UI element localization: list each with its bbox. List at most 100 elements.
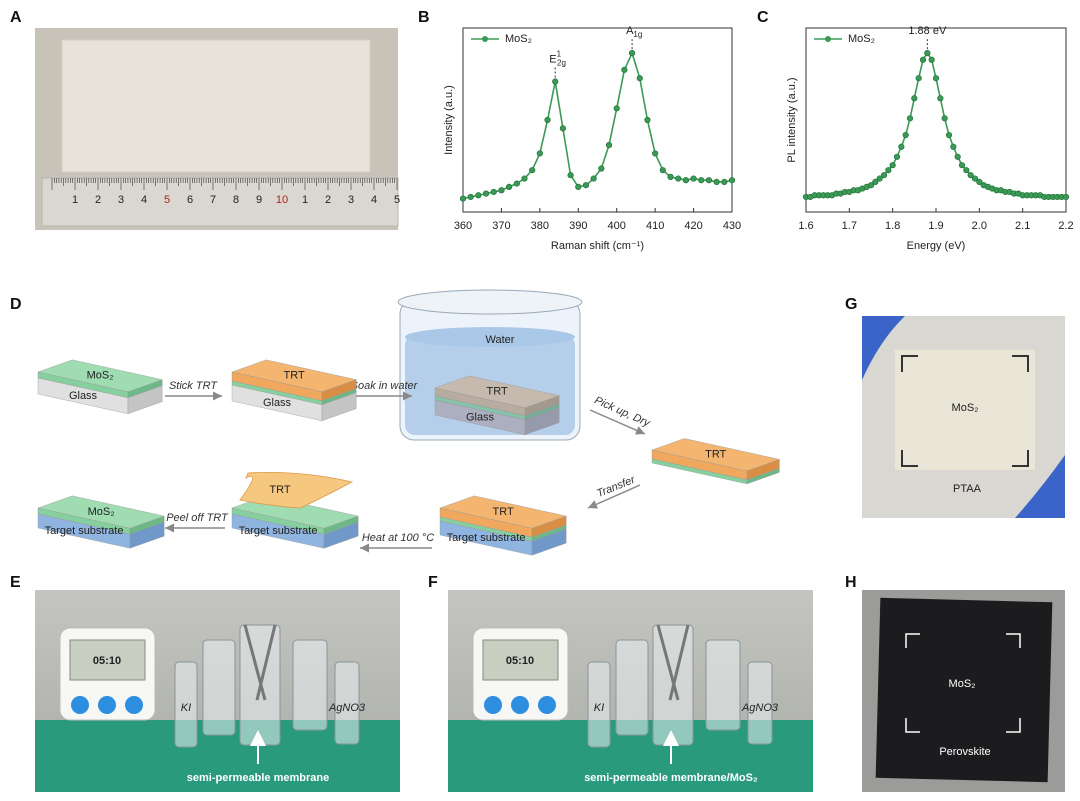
x-tick-label: 360 bbox=[454, 220, 472, 232]
x-tick-label: 420 bbox=[684, 220, 702, 232]
x-tick-label: 430 bbox=[723, 220, 741, 232]
data-point bbox=[513, 180, 520, 187]
ruler-number: 4 bbox=[371, 194, 377, 206]
x-tick-label: 1.8 bbox=[885, 220, 900, 232]
step-label: Heat at 100 °C bbox=[362, 532, 434, 544]
data-point bbox=[682, 177, 689, 184]
peeled-trt bbox=[239, 472, 354, 509]
timer-button bbox=[511, 696, 529, 714]
water-surface bbox=[405, 327, 575, 347]
sample bbox=[875, 597, 1053, 783]
photo-label: MoS₂ bbox=[952, 402, 979, 414]
glass bbox=[61, 39, 371, 173]
data-point bbox=[636, 75, 643, 82]
photo-label: PTAA bbox=[953, 483, 982, 495]
x-tick-label: 2.0 bbox=[972, 220, 987, 232]
ruler bbox=[41, 177, 399, 227]
data-point bbox=[582, 182, 590, 189]
x-tick-label: 370 bbox=[492, 220, 510, 232]
corner-marks bbox=[901, 355, 1029, 467]
data-point bbox=[713, 178, 720, 185]
slab-label: Glass bbox=[466, 411, 495, 423]
plot-frame bbox=[805, 27, 1067, 213]
x-axis-label: Energy (eV) bbox=[907, 240, 966, 252]
glove bbox=[862, 316, 905, 380]
photo-label: MoS₂ bbox=[949, 678, 976, 690]
data-point bbox=[490, 188, 497, 196]
data-point bbox=[898, 143, 905, 150]
data-point bbox=[521, 175, 528, 182]
slab-label: Target substrate bbox=[239, 525, 318, 537]
arrow bbox=[589, 409, 646, 435]
vial bbox=[202, 639, 236, 736]
data-point bbox=[885, 167, 892, 174]
slab-label: MoS₂ bbox=[88, 506, 115, 518]
slab-label: TRT bbox=[493, 506, 514, 518]
data-point bbox=[867, 182, 875, 189]
vial bbox=[747, 661, 773, 745]
data-point bbox=[628, 49, 636, 57]
slab-label: TRT bbox=[487, 386, 508, 398]
data-point bbox=[705, 177, 713, 184]
annotation-part: 1g bbox=[633, 30, 642, 39]
data-point bbox=[613, 105, 620, 112]
data-point bbox=[652, 150, 659, 157]
legend-marker bbox=[825, 36, 831, 42]
membrane-clamp bbox=[656, 624, 690, 701]
transfer-diagram: Water Stick TRT Soak in water Pick up, D… bbox=[37, 289, 781, 556]
data-point bbox=[924, 49, 931, 57]
x-tick-label: 400 bbox=[608, 220, 626, 232]
data-point bbox=[482, 190, 490, 197]
data-point bbox=[950, 143, 957, 150]
ruler-number: 1 bbox=[302, 194, 308, 206]
data-point bbox=[721, 178, 728, 185]
step-label: Soak in water bbox=[351, 380, 419, 392]
data-point bbox=[893, 153, 901, 160]
annotation-part: 1 bbox=[557, 50, 562, 59]
data-point bbox=[928, 56, 935, 63]
photo-membrane: 05:10 KI AgNO3 semi-permeable membrane/MoS₂ bbox=[448, 590, 813, 792]
annotation: E1 2g bbox=[549, 50, 566, 68]
data-point bbox=[544, 116, 551, 124]
timer-button bbox=[71, 696, 89, 714]
data-point bbox=[567, 172, 574, 179]
beaker-rim bbox=[397, 289, 583, 315]
x-tick-label: 380 bbox=[531, 220, 549, 232]
data-point bbox=[467, 193, 474, 201]
data-point bbox=[971, 175, 979, 182]
vial-label: AgNO3 bbox=[328, 702, 366, 714]
data-point bbox=[967, 172, 974, 179]
panel-letter: F bbox=[428, 574, 438, 591]
ruler-number: 5 bbox=[164, 194, 170, 206]
data-point bbox=[954, 153, 961, 160]
panel-letter: D bbox=[10, 296, 22, 313]
x-tick-label: 1.9 bbox=[928, 220, 943, 232]
ruler-number: 3 bbox=[348, 194, 354, 206]
data-point bbox=[598, 165, 605, 172]
data-point bbox=[498, 187, 505, 194]
data-point bbox=[876, 175, 883, 182]
data-point bbox=[690, 175, 697, 182]
data-point bbox=[667, 173, 674, 180]
slab-side bbox=[746, 468, 780, 485]
annotation-part: A bbox=[626, 25, 634, 37]
data-point bbox=[475, 192, 482, 199]
annotation: 1.88 eV bbox=[908, 25, 947, 37]
panel-letter: C bbox=[757, 9, 769, 26]
slab-top bbox=[37, 359, 163, 393]
slab-label: Target substrate bbox=[447, 532, 526, 544]
y-axis-label: PL intensity (a.u.) bbox=[786, 77, 798, 162]
vial bbox=[705, 639, 741, 731]
photo-membrane: 05:10 KI AgNO3 semi-permeable membrane bbox=[35, 590, 400, 792]
ruler-number: 6 bbox=[187, 194, 193, 206]
x-tick-label: 390 bbox=[569, 220, 587, 232]
vial bbox=[334, 661, 360, 745]
slab-top bbox=[434, 375, 560, 409]
data-point bbox=[937, 95, 944, 102]
data-point bbox=[906, 115, 914, 122]
annotation-part: E bbox=[549, 53, 556, 65]
timer-button bbox=[125, 696, 143, 714]
slab-top bbox=[231, 359, 357, 393]
ruler-number: 3 bbox=[118, 194, 124, 206]
